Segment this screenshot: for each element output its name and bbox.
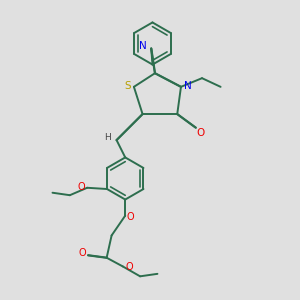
Text: H: H	[104, 133, 111, 142]
Text: N: N	[184, 81, 192, 91]
Text: S: S	[124, 81, 131, 91]
Text: O: O	[125, 262, 133, 272]
Text: N: N	[140, 41, 147, 51]
Text: O: O	[78, 182, 85, 191]
Text: O: O	[197, 128, 205, 138]
Text: O: O	[78, 248, 86, 258]
Text: O: O	[127, 212, 134, 222]
